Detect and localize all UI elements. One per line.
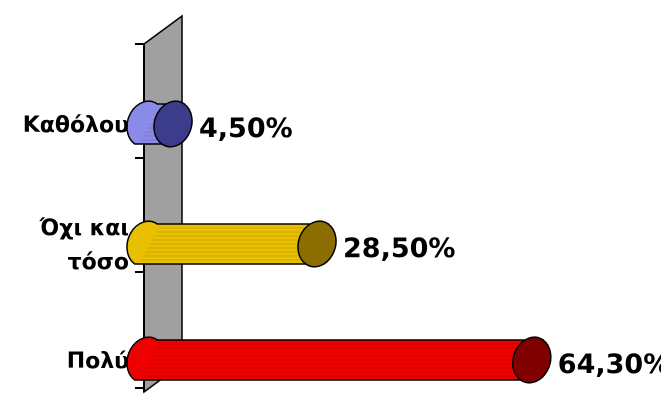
bar-end-cap — [512, 336, 552, 384]
bar-end-cap — [297, 220, 337, 268]
bar — [126, 220, 337, 268]
category-label: Όχι και τόσο — [39, 216, 129, 275]
value-label: 4,50% — [199, 113, 293, 144]
bar-body — [126, 336, 545, 381]
bar — [126, 100, 193, 148]
category-label-line: Πολύ — [67, 349, 129, 374]
bar — [126, 336, 552, 384]
category-label-line: τόσο — [68, 250, 129, 275]
bar-body — [126, 220, 330, 265]
labels-layer: 4,50% Καθόλου 28,50% Όχι και τόσο 64,30% Πολύ — [23, 113, 661, 380]
category-label-line: Καθόλου — [23, 113, 129, 138]
value-label: 64,30% — [558, 349, 661, 380]
category-label-line: Όχι και — [39, 216, 129, 241]
plot-back-wall — [143, 14, 183, 394]
category-label: Καθόλου — [23, 113, 129, 138]
category-label: Πολύ — [67, 349, 129, 374]
value-label: 28,50% — [343, 233, 455, 264]
bar-end-cap — [153, 100, 193, 148]
bars-layer — [126, 100, 552, 384]
